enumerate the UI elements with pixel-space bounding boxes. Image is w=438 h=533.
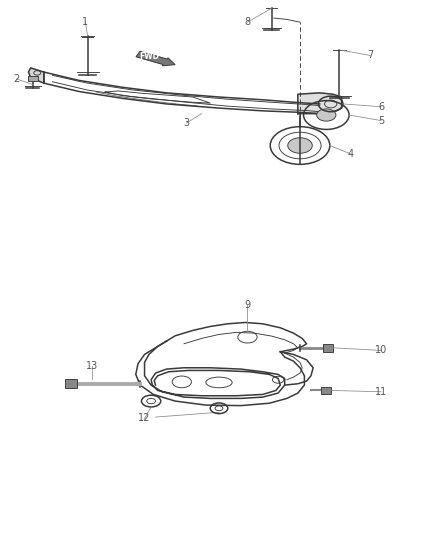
Text: 13: 13	[86, 361, 98, 372]
Bar	[28, 76, 38, 80]
Text: 1: 1	[82, 17, 88, 27]
Circle shape	[317, 109, 336, 121]
Circle shape	[288, 138, 312, 154]
Text: 9: 9	[244, 300, 251, 310]
Bar	[65, 379, 77, 388]
Text: FWD: FWD	[140, 52, 160, 61]
Bar	[323, 344, 333, 352]
Text: 11: 11	[375, 387, 387, 397]
Text: 6: 6	[378, 102, 384, 112]
Text: 2: 2	[14, 74, 20, 84]
Polygon shape	[28, 68, 44, 83]
Bar	[321, 387, 331, 394]
Text: 5: 5	[378, 116, 384, 126]
Text: 8: 8	[244, 17, 251, 27]
Polygon shape	[298, 93, 342, 114]
FancyArrow shape	[136, 51, 175, 66]
Text: 7: 7	[367, 51, 373, 60]
Text: 4: 4	[347, 149, 353, 159]
Text: 10: 10	[375, 345, 387, 356]
Text: 12: 12	[138, 414, 151, 423]
Text: 3: 3	[183, 118, 189, 128]
